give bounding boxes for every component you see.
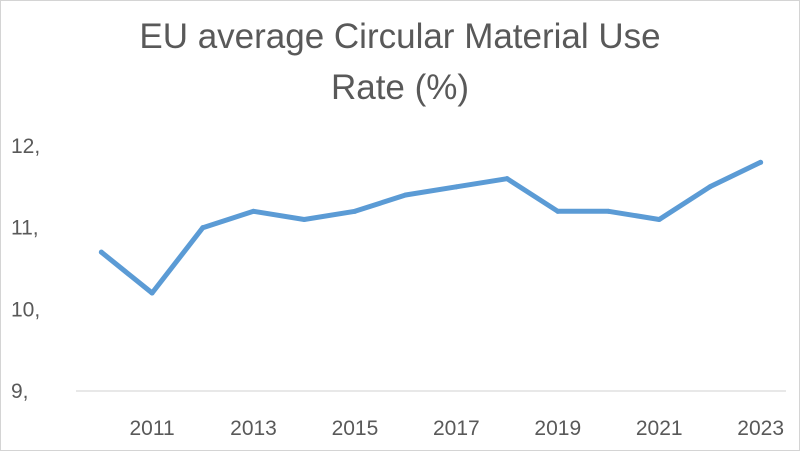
x-tick-label: 2011 <box>129 417 174 440</box>
data-point-2010 <box>98 249 104 255</box>
x-tick-label: 2013 <box>230 417 277 440</box>
data-point-2011 <box>149 290 155 296</box>
series-line-0 <box>98 159 764 296</box>
chart-title-line-2: Rate (%) <box>331 68 469 107</box>
y-tick-label: 9, <box>11 380 29 403</box>
x-tick-label: 2021 <box>636 417 683 440</box>
y-tick-label: 12, <box>11 135 40 158</box>
data-point-2013 <box>251 208 256 214</box>
x-tick-label: 2019 <box>534 417 581 440</box>
x-tick-label: 2015 <box>332 417 379 440</box>
data-point-2019 <box>555 208 561 214</box>
data-point-2012 <box>200 225 206 231</box>
data-point-2015 <box>352 208 358 214</box>
data-point-2018 <box>504 176 510 182</box>
data-point-2016 <box>403 192 409 198</box>
data-point-2023 <box>758 159 764 165</box>
data-point-2020 <box>606 208 611 214</box>
x-tick-label: 2023 <box>737 417 784 440</box>
x-tick-label: 2017 <box>433 417 480 440</box>
data-point-2022 <box>707 184 713 190</box>
y-tick-label: 10, <box>11 298 40 321</box>
chart-title-line-1: EU average Circular Material Use <box>139 17 660 56</box>
data-point-2017 <box>453 184 459 190</box>
data-point-2014 <box>301 217 307 222</box>
y-tick-label: 11, <box>11 217 39 240</box>
data-point-2021 <box>656 217 662 222</box>
